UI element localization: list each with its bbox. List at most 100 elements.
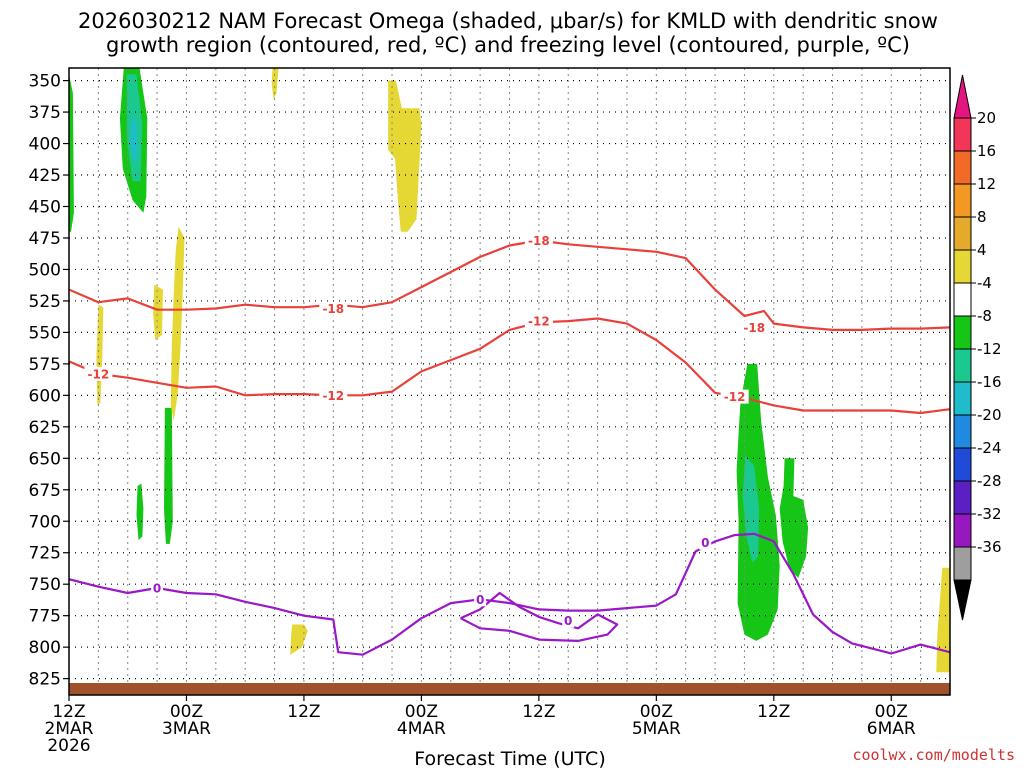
- y-tick-label: 600: [29, 386, 61, 406]
- omega-minus-12-b: [130, 115, 138, 164]
- y-tick-label: 800: [29, 638, 61, 658]
- y-tick-label: 575: [29, 355, 61, 375]
- omega-minus-4-d: [136, 483, 144, 541]
- x-tick-label: 3MAR: [162, 719, 211, 739]
- contour-label-bg: [319, 388, 348, 403]
- y-tick-label: 775: [29, 607, 61, 627]
- contour-label: -12: [88, 367, 110, 381]
- contour-label-bg: [699, 535, 712, 550]
- contour-label: 0: [476, 593, 484, 607]
- colorbar-label: -8: [977, 307, 992, 325]
- x-axis-label: Forecast Time (UTC): [414, 748, 605, 768]
- freezing-level-main: [69, 532, 950, 656]
- y-tick-label: 675: [29, 481, 61, 501]
- x-tick-label: 12Z: [52, 702, 85, 722]
- contour-label-bg: [84, 366, 113, 381]
- omega-plus-4-g: [936, 567, 950, 673]
- x-tick-label: 12Z: [287, 702, 320, 722]
- omega-plus-4-d: [153, 284, 163, 340]
- contour-label: -18: [322, 302, 344, 316]
- contour-label: -18: [743, 321, 765, 335]
- contour-label-bg: [524, 314, 553, 329]
- contour-label: -12: [724, 390, 746, 404]
- colorbar-label: 16: [977, 142, 996, 160]
- contour-label: -18: [528, 234, 550, 248]
- contour-label-bg: [720, 389, 749, 404]
- y-tick-label: 500: [29, 260, 61, 280]
- omega-plus-4-f: [290, 624, 308, 655]
- colorbar-label: -4: [977, 274, 992, 292]
- credit-link[interactable]: coolwx.com/modelts: [852, 746, 1015, 764]
- y-tick-label: 525: [29, 292, 61, 312]
- contour-label-bg: [740, 320, 769, 335]
- colorbar: 20 16 12 8 4 -4 -8 -12 -16 -20 -24 -28 -32 -36: [953, 74, 1002, 621]
- x-tick-label: 12Z: [757, 702, 790, 722]
- x-tick-label: 6MAR: [867, 719, 916, 739]
- freezing-level-loop: [460, 591, 619, 643]
- x-tick-label: 12Z: [522, 702, 555, 722]
- contour-label-bg: [562, 613, 575, 628]
- colorbar-label: 20: [977, 109, 996, 127]
- contour-label-bg: [524, 233, 553, 248]
- colorbar-label: 4: [977, 241, 987, 259]
- contour-labels: -18 -18 -18 -12 -12 -12 -12 0 0 0 0: [84, 233, 769, 628]
- omega-plus-4-b: [388, 80, 422, 232]
- colorbar-label: -28: [977, 472, 1002, 490]
- dgz-minus-12: [69, 317, 950, 415]
- omega-plus-4-c: [170, 226, 185, 421]
- y-tick-label: 700: [29, 512, 61, 532]
- colorbar-swatch: [953, 315, 972, 350]
- contour-label: 0: [701, 536, 709, 550]
- contour-label: -12: [528, 315, 550, 329]
- omega-plus-4-a: [271, 68, 279, 100]
- plot-area: -18 -18 -18 -12 -12 -12 -12 0 0 0 0: [69, 68, 950, 695]
- contour-label-bg: [319, 301, 348, 316]
- colorbar-swatch: [953, 117, 972, 152]
- colorbar-label: -24: [977, 439, 1002, 457]
- contour-label: 0: [564, 614, 572, 628]
- x-tick-label: 2026: [47, 736, 90, 756]
- contour-label-bg: [151, 580, 164, 595]
- omega-minus-8-e: [742, 455, 760, 563]
- colorbar-label: -20: [977, 406, 1002, 424]
- colorbar-bottom-arrow: [953, 579, 972, 621]
- colorbar-swatch: [953, 414, 972, 449]
- colorbar-top-arrow: [953, 74, 972, 119]
- colorbar-swatch: [953, 546, 972, 581]
- x-tick-label: 00Z: [170, 702, 203, 722]
- contour-lines: [69, 239, 950, 656]
- y-tick-label: 650: [29, 449, 61, 469]
- y-tick-label: 425: [29, 166, 61, 186]
- y-tick-label: 725: [29, 544, 61, 564]
- y-tick-label: 825: [29, 670, 61, 690]
- colorbar-swatch: [953, 381, 972, 416]
- colorbar-swatch: [953, 249, 972, 284]
- y-tick-label: 475: [29, 229, 61, 249]
- omega-plus-4-e: [96, 304, 104, 406]
- colorbar-swatch: [953, 216, 972, 251]
- y-tick-label: 350: [29, 72, 61, 92]
- x-tick-label: 5MAR: [632, 719, 681, 739]
- dgz-minus-18: [69, 239, 950, 331]
- x-tick-label: 00Z: [640, 702, 673, 722]
- colorbar-label: 8: [977, 208, 987, 226]
- y-tick-label: 450: [29, 197, 61, 217]
- omega-minus-4-c: [164, 407, 173, 544]
- colorbar-swatch: [953, 513, 972, 548]
- x-tick-label: 00Z: [405, 702, 438, 722]
- grid-lines: [69, 68, 950, 695]
- omega-minus-4-a: [69, 74, 74, 232]
- ground-surface: [69, 683, 950, 695]
- chart-title-line2: growth region (contoured, red, ºC) and f…: [106, 33, 910, 57]
- colorbar-label: -32: [977, 505, 1002, 523]
- colorbar-swatch: [953, 183, 972, 218]
- colorbar-swatch: [953, 447, 972, 482]
- omega-shading: [69, 68, 950, 673]
- x-tick-label: 2MAR: [45, 719, 94, 739]
- omega-minus-4-f: [779, 458, 809, 578]
- y-tick-label: 550: [29, 323, 61, 343]
- x-tick-label: 00Z: [875, 702, 908, 722]
- y-tick-label: 750: [29, 575, 61, 595]
